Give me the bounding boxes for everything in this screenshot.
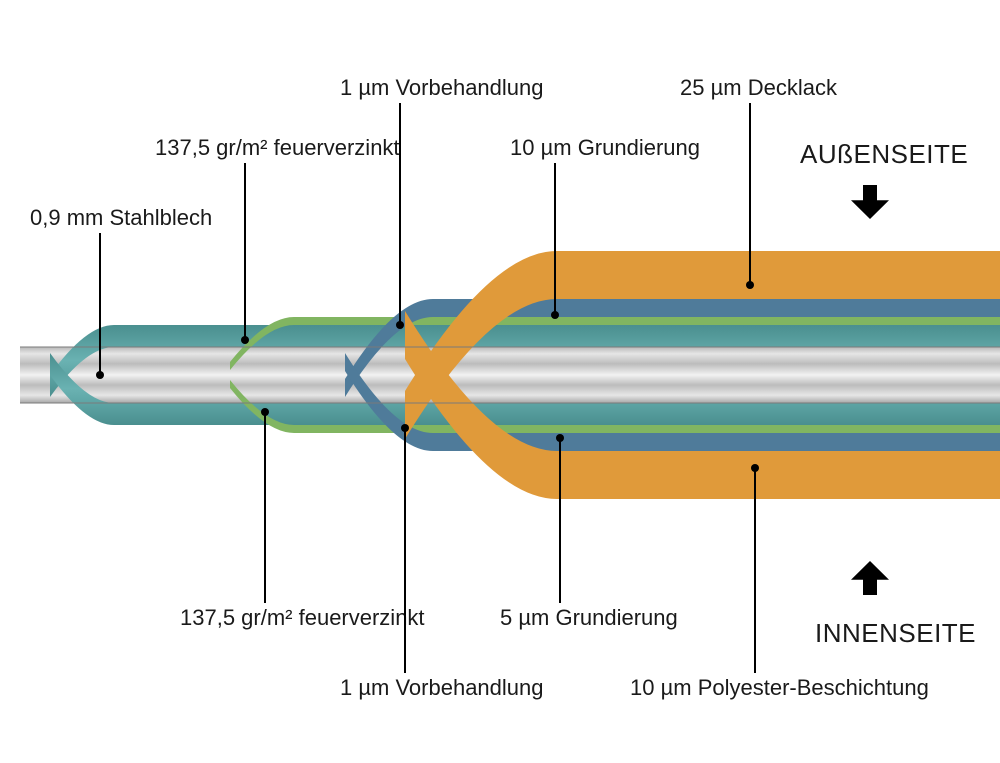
callout-label: 5 µm Grundierung — [500, 605, 678, 630]
arrow-up-icon — [851, 561, 889, 595]
steel-core — [20, 347, 1000, 403]
arrow-down-icon — [851, 185, 889, 219]
outside-label: AUßENSEITE — [800, 139, 968, 169]
callout-label: 25 µm Decklack — [680, 75, 838, 100]
callout-label: 137,5 gr/m² feuerverzinkt — [180, 605, 425, 630]
callout-label: 10 µm Polyester-Beschichtung — [630, 675, 929, 700]
callout-label: 0,9 mm Stahlblech — [30, 205, 212, 230]
callout-dot — [261, 408, 269, 416]
callout-label: 137,5 gr/m² feuerverzinkt — [155, 135, 400, 160]
callout-dot — [396, 321, 404, 329]
callout-dot — [751, 464, 759, 472]
callout-dot — [746, 281, 754, 289]
callout-label: 10 µm Grundierung — [510, 135, 700, 160]
callout-dot — [556, 434, 564, 442]
callout-label: 1 µm Vorbehandlung — [340, 75, 544, 100]
inside-label: INNENSEITE — [815, 618, 976, 648]
callout-dot — [241, 336, 249, 344]
callout-dot — [551, 311, 559, 319]
callout-label: 1 µm Vorbehandlung — [340, 675, 544, 700]
callout-dot — [96, 371, 104, 379]
callout-dot — [401, 424, 409, 432]
